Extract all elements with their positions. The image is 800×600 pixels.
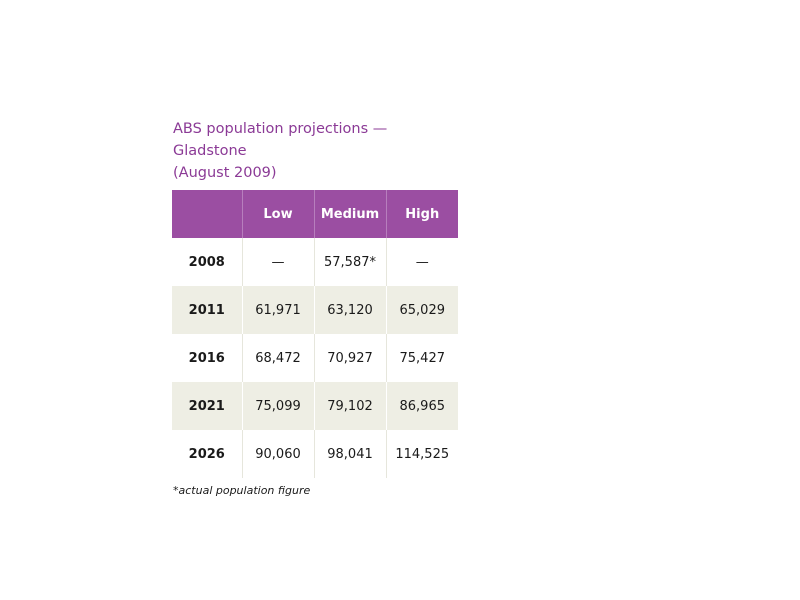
- row-year: 2011: [172, 286, 243, 334]
- population-table: Low Medium High 2008 — 57,587* — 2011 61…: [172, 190, 458, 478]
- row-year: 2021: [172, 382, 243, 430]
- title-line-1: ABS population projections — Gladstone: [173, 121, 388, 159]
- table-row: 2011 61,971 63,120 65,029: [172, 286, 458, 334]
- table-title: ABS population projections — Gladstone (…: [173, 118, 458, 184]
- row-year: 2016: [172, 334, 243, 382]
- cell-medium: 98,041: [314, 430, 387, 478]
- cell-medium: 57,587*: [314, 238, 387, 286]
- table-header: Low Medium High: [172, 190, 458, 238]
- table-body: 2008 — 57,587* — 2011 61,971 63,120 65,0…: [172, 238, 458, 478]
- cell-low: 90,060: [242, 430, 315, 478]
- cell-high: 86,965: [386, 382, 458, 430]
- row-year: 2026: [172, 430, 243, 478]
- cell-medium: 70,927: [314, 334, 387, 382]
- cell-medium: 79,102: [314, 382, 387, 430]
- header-low: Low: [242, 190, 315, 238]
- table-row: 2021 75,099 79,102 86,965: [172, 382, 458, 430]
- cell-medium: 63,120: [314, 286, 387, 334]
- cell-high: 75,427: [399, 350, 446, 366]
- cell-low: 75,099: [242, 382, 315, 430]
- header-row: Low Medium High: [172, 190, 458, 238]
- document-block: ABS population projections — Gladstone (…: [172, 118, 458, 497]
- cell-low: 61,971: [242, 286, 315, 334]
- header-medium: Medium: [314, 190, 387, 238]
- table-row: 2016 68,472 70,927 75,427: [172, 334, 458, 382]
- title-line-2: (August 2009): [173, 165, 277, 181]
- cell-low: —: [242, 238, 315, 286]
- table-row: 2008 — 57,587* —: [172, 238, 458, 286]
- footnote: *actual population figure: [173, 484, 311, 497]
- cell-low: 68,472: [242, 334, 315, 382]
- cell-high: —: [415, 254, 429, 270]
- row-year: 2008: [172, 238, 243, 286]
- cell-high: 114,525: [395, 446, 450, 462]
- header-high: High: [386, 190, 458, 238]
- table-row: 2026 90,060 98,041 114,525: [172, 430, 458, 478]
- header-year: [172, 190, 243, 238]
- cell-high: 65,029: [386, 286, 458, 334]
